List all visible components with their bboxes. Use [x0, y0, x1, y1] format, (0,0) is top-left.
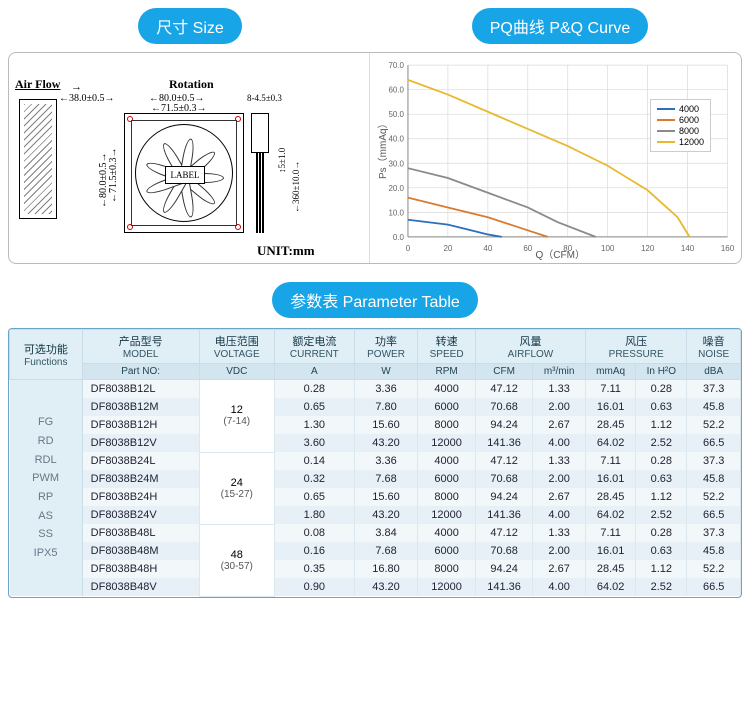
chart-xlabel: Q（CFM） — [536, 246, 585, 261]
airflow-label: Air Flow — [15, 77, 60, 92]
table-row: DF8038B24L24(15-27)0.143.36400047.121.33… — [10, 452, 741, 470]
rotation-label: Rotation — [169, 77, 214, 92]
svg-text:60.0: 60.0 — [388, 86, 404, 95]
table-row: DF8038B48L48(30-57)0.083.84400047.121.33… — [10, 524, 741, 542]
parameter-table: 可选功能Functions 产品型号MODEL 电压范围VOLTAGE 额定电流… — [8, 328, 742, 598]
table-subhead-row: Part NO:VDCAWRPMCFMm³/minmmAqIn H²OdBA — [10, 364, 741, 380]
table-row: FGRDRDLPWMRPASSSIPX5DF8038B12L12(7-14)0.… — [10, 380, 741, 399]
header-size: 尺寸 Size — [138, 8, 242, 44]
table-body: FGRDRDLPWMRPASSSIPX5DF8038B12L12(7-14)0.… — [10, 380, 741, 597]
dim-conn2: ←360±10.0→ — [291, 161, 301, 213]
th-voltage: 电压范围VOLTAGE — [199, 330, 274, 364]
wires — [259, 153, 261, 233]
th-pressure: 风压PRESSURE — [585, 330, 686, 364]
dim-depth: ←38.0±0.5→ — [59, 93, 115, 104]
fan-label: LABEL — [165, 166, 205, 184]
airflow-arrow-icon: → — [71, 81, 82, 93]
table-row: DF8038B24H0.6515.60800094.242.6728.451.1… — [10, 488, 741, 506]
table-header-row: 可选功能Functions 产品型号MODEL 电压范围VOLTAGE 额定电流… — [10, 330, 741, 364]
th-airflow: 风量AIRFLOW — [475, 330, 585, 364]
svg-text:140: 140 — [680, 244, 694, 253]
svg-text:40: 40 — [483, 244, 492, 253]
svg-text:30.0: 30.0 — [388, 159, 404, 168]
param-header: 参数表 Parameter Table — [0, 282, 750, 318]
table-row: DF8038B12V3.6043.2012000141.364.0064.022… — [10, 434, 741, 452]
table-row: DF8038B48H0.3516.80800094.242.6728.451.1… — [10, 560, 741, 578]
table-row: DF8038B12H1.3015.60800094.242.6728.451.1… — [10, 416, 741, 434]
chart-ylabel: Ps（mmAq） — [374, 118, 389, 179]
svg-text:70.0: 70.0 — [388, 61, 404, 70]
svg-text:0: 0 — [405, 244, 410, 253]
chart-area: 0204060801001201401600.010.020.030.040.0… — [370, 53, 742, 263]
svg-text:20.0: 20.0 — [388, 184, 404, 193]
dim-conn1: ↕5±1.0 — [277, 148, 287, 173]
dim-hole: 8-4.5±0.3 — [247, 93, 282, 103]
table-row: DF8038B48M0.167.68600070.682.0016.010.63… — [10, 542, 741, 560]
svg-text:10.0: 10.0 — [388, 208, 404, 217]
top-panel: Air Flow → ←38.0±0.5→ Rotation ←80.0±0.5… — [8, 52, 742, 264]
th-model: 产品型号MODEL — [82, 330, 199, 364]
table-row: DF8038B24V1.8043.2012000141.364.0064.022… — [10, 506, 741, 524]
legend-item: 6000 — [657, 115, 704, 125]
functions-cell: FGRDRDLPWMRPASSSIPX5 — [10, 380, 83, 597]
th-current: 额定电流CURRENT — [274, 330, 354, 364]
svg-text:0.0: 0.0 — [392, 233, 404, 242]
top-headers: 尺寸 Size PQ曲线 P&Q Curve — [0, 0, 750, 52]
th-power: 功率POWER — [354, 330, 417, 364]
pq-chart: 0204060801001201401600.010.020.030.040.0… — [376, 59, 736, 259]
legend-item: 4000 — [657, 104, 704, 114]
side-view — [19, 99, 57, 219]
fan-front-view: LABEL — [124, 113, 244, 233]
legend-item: 8000 — [657, 126, 704, 136]
th-speed: 转速SPEED — [418, 330, 476, 364]
svg-text:120: 120 — [640, 244, 654, 253]
th-functions: 可选功能Functions — [10, 330, 83, 380]
svg-text:100: 100 — [601, 244, 615, 253]
drawing-area: Air Flow → ←38.0±0.5→ Rotation ←80.0±0.5… — [9, 53, 370, 263]
table-row: DF8038B48V0.9043.2012000141.364.0064.022… — [10, 578, 741, 596]
connector — [251, 113, 269, 153]
legend-item: 12000 — [657, 137, 704, 147]
header-pq: PQ曲线 P&Q Curve — [472, 8, 648, 44]
svg-text:40.0: 40.0 — [388, 135, 404, 144]
th-noise: 噪音NOISE — [687, 330, 741, 364]
svg-text:50.0: 50.0 — [388, 110, 404, 119]
svg-text:60: 60 — [523, 244, 532, 253]
table-row: DF8038B12M0.657.80600070.682.0016.010.63… — [10, 398, 741, 416]
unit-label: UNIT:mm — [257, 243, 315, 259]
svg-text:160: 160 — [720, 244, 734, 253]
svg-text:20: 20 — [443, 244, 452, 253]
chart-legend: 40006000800012000 — [650, 99, 711, 152]
table-row: DF8038B24M0.327.68600070.682.0016.010.63… — [10, 470, 741, 488]
dim-height-inner: ←71.5±0.3→ — [108, 148, 119, 204]
